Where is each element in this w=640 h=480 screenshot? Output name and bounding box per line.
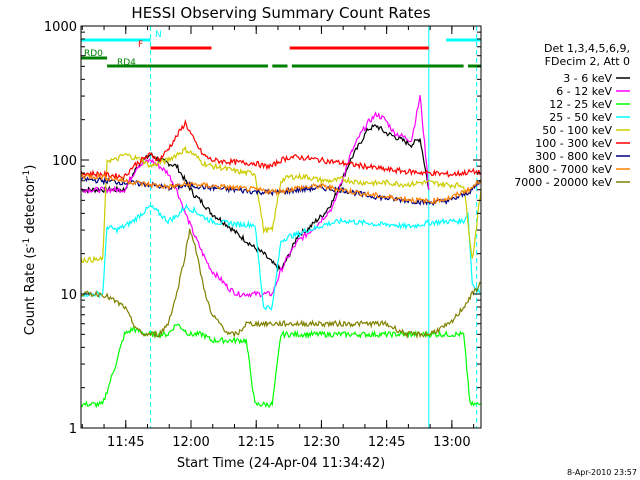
chart-title: HESSI Observing Summary Count Rates xyxy=(131,4,430,22)
legend-label-1: 6 - 12 keV xyxy=(556,85,612,98)
legend-label-4: 50 - 100 keV xyxy=(542,124,612,137)
y-axis-label-main: Count Rate (s xyxy=(23,247,38,336)
status-bar-label-n: N xyxy=(155,30,162,40)
legend-label-2: 12 - 25 keV xyxy=(549,98,612,111)
status-bar-label-rd4: RD4 xyxy=(117,58,136,68)
x-tick-label-4: 12:45 xyxy=(368,435,405,450)
x-tick-label-0: 11:45 xyxy=(107,435,144,450)
status-bar-label-f: F xyxy=(138,40,143,50)
plot-frame xyxy=(80,25,482,429)
y-axis-label-mid: detector xyxy=(23,178,38,238)
y-tick-label-1: 10 xyxy=(60,288,77,303)
series-line-1 xyxy=(81,95,430,299)
series-line-0 xyxy=(81,123,430,272)
y-tick-label-0: 1 xyxy=(69,422,77,437)
legend-label-7: 800 - 7000 keV xyxy=(528,163,612,176)
x-tick-label-2: 12:15 xyxy=(237,435,274,450)
series-line-5 xyxy=(81,118,481,181)
y-axis-label: Count Rate (s-1 detector-1) xyxy=(22,165,38,336)
series-line-2 xyxy=(81,323,481,409)
y-tick-label-3: 1000 xyxy=(44,20,77,35)
y-axis-label-sup1: -1 xyxy=(22,238,32,247)
legend-label-8: 7000 - 20000 keV xyxy=(514,176,612,189)
legend-label-0: 3 - 6 keV xyxy=(563,72,612,85)
status-bar-label-rd0: RD0 xyxy=(84,49,103,59)
legend-header-0: Det 1,3,4,5,6,9, xyxy=(544,42,630,55)
y-axis-label-end: ) xyxy=(23,165,38,170)
series-line-7 xyxy=(81,172,481,205)
series-line-4 xyxy=(81,145,481,263)
x-tick-label-3: 12:30 xyxy=(303,435,340,450)
x-axis-label: Start Time (24-Apr-04 11:34:42) xyxy=(177,456,385,471)
series-line-8 xyxy=(81,228,481,340)
legend-label-3: 25 - 50 keV xyxy=(549,111,612,124)
x-tick-label-1: 12:00 xyxy=(172,435,209,450)
legend-label-6: 300 - 800 keV xyxy=(535,150,612,163)
legend: Det 1,3,4,5,6,9,FDecim 2, Att 0 3 - 6 keV… xyxy=(514,42,630,189)
legend-label-5: 100 - 300 keV xyxy=(535,137,612,150)
series-group xyxy=(81,95,481,409)
footer-timestamp: 8-Apr-2010 23:57 xyxy=(567,468,637,477)
legend-header-1: FDecim 2, Att 0 xyxy=(545,55,630,68)
x-tick-label-5: 13:00 xyxy=(433,435,470,450)
y-axis-label-sup2: -1 xyxy=(22,170,32,179)
plot-area: N F RD0 RD4 1 10 100 1000 11:45 12:00 12:15 12:30 12… xyxy=(44,20,482,450)
series-line-3 xyxy=(81,203,481,311)
y-tick-label-2: 100 xyxy=(52,154,77,169)
